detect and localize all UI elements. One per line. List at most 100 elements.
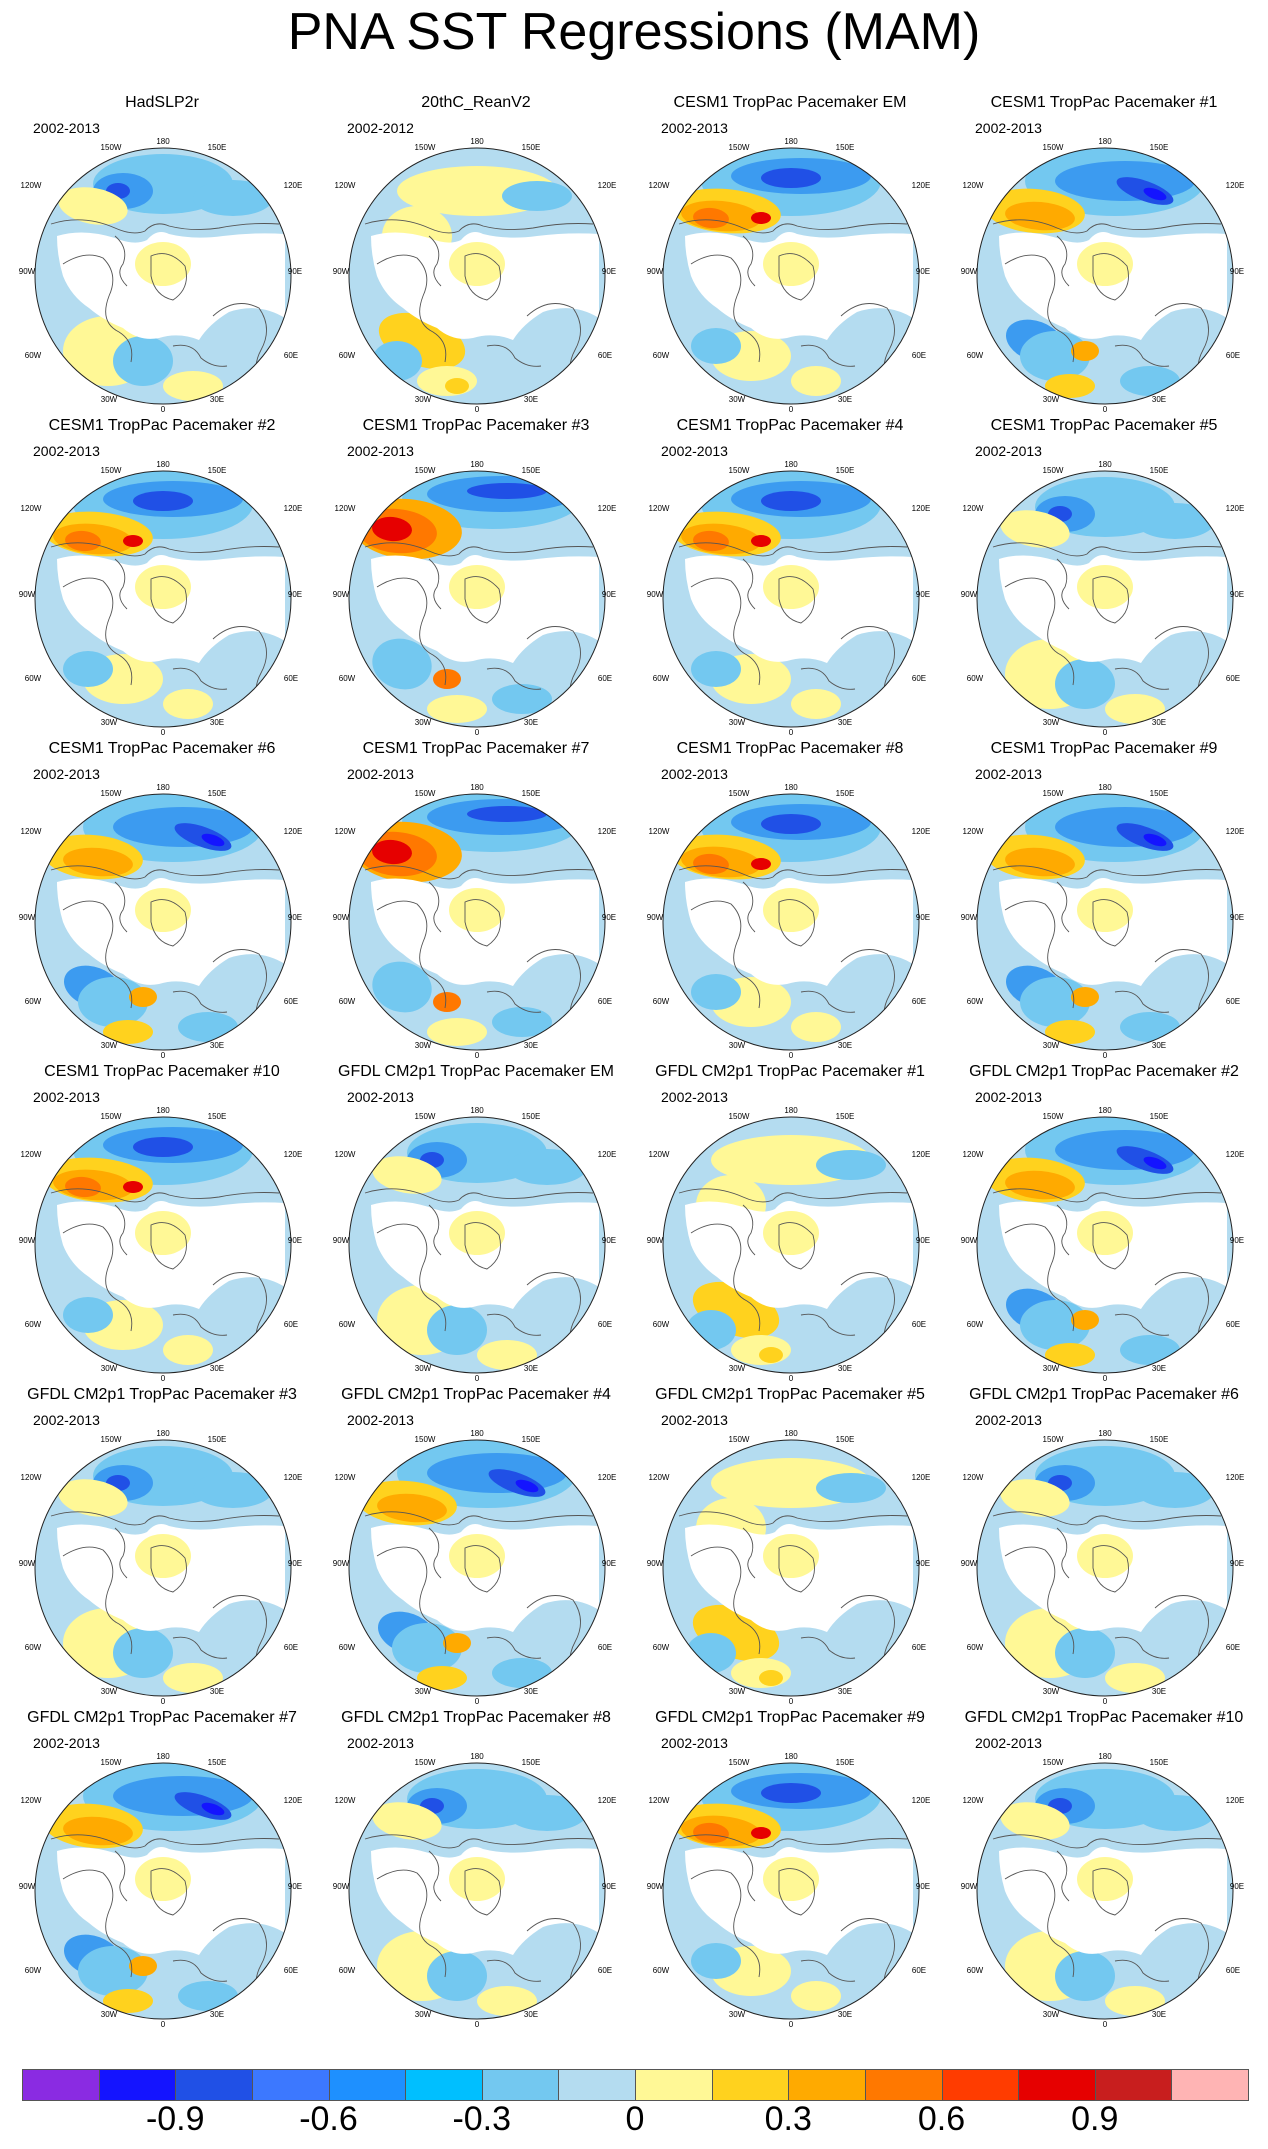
- panel-title: 20thC_ReanV2: [421, 94, 531, 111]
- longitude-label: 30W: [415, 1364, 432, 1373]
- longitude-label: 120E: [912, 1473, 931, 1482]
- map-border: [662, 1116, 920, 1374]
- map-border: [348, 470, 606, 728]
- coastline: [742, 1527, 756, 1579]
- coastline: [778, 1545, 815, 1593]
- anomaly-region: [693, 530, 729, 552]
- coastline: [678, 1511, 908, 1526]
- longitude-label: 0: [1103, 1374, 1108, 1383]
- longitude-label: 180: [156, 783, 170, 792]
- longitude-label: 150E: [208, 1758, 227, 1767]
- longitude-label: 0: [161, 405, 166, 414]
- longitude-label: 60W: [653, 997, 670, 1006]
- polar-map: 180 150W 150E 120W 120E 90W 90E 60W 60E 30W 30E 0: [333, 1752, 617, 2029]
- coastline: [50, 1834, 280, 1849]
- longitude-label: 0: [161, 1697, 166, 1706]
- longitude-label: 180: [784, 1106, 798, 1115]
- map-panel: GFDL CM2p1 TropPac Pacemaker #5 2002-2013…: [633, 1386, 947, 1706]
- colorbar-tick-label: 0: [625, 2100, 645, 2138]
- map-border: [34, 1439, 292, 1697]
- colorbar-tick-label: 0.9: [1071, 2100, 1119, 2138]
- longitude-label: 180: [470, 1429, 484, 1438]
- longitude-label: 150E: [836, 143, 855, 152]
- longitude-label: 30W: [729, 2010, 746, 2019]
- longitude-label: 150E: [1150, 1758, 1169, 1767]
- coastline: [992, 1188, 1222, 1203]
- coastline: [428, 558, 442, 610]
- longitude-label: 150E: [522, 789, 541, 798]
- anomaly-region: [163, 371, 223, 401]
- coastline: [742, 881, 756, 933]
- anomaly-region: [492, 684, 552, 714]
- coastline: [800, 1313, 856, 1336]
- coastline: [62, 254, 133, 363]
- anomaly-region: [123, 535, 143, 547]
- anomaly-region: [129, 987, 157, 1007]
- coastline: [992, 865, 1222, 880]
- coastline: [376, 1223, 447, 1332]
- map-border: [34, 1762, 292, 2020]
- longitude-label: 60E: [912, 1966, 926, 1975]
- longitude-label: 90E: [1230, 590, 1244, 599]
- anomaly-region: [751, 212, 771, 224]
- map-panel: CESM1 TropPac Pacemaker #9 2002-2013 180 15…: [947, 740, 1261, 1060]
- anomaly-region: [691, 974, 741, 1010]
- longitude-label: 90W: [333, 1882, 350, 1891]
- arctic-ocean: [449, 1857, 505, 1901]
- longitude-label: 90E: [288, 913, 302, 922]
- coastline: [486, 1313, 542, 1336]
- anomaly-region: [1135, 1472, 1215, 1508]
- longitude-label: 90E: [602, 1882, 616, 1891]
- coastline: [742, 1850, 756, 1902]
- map-panel: CESM1 TropPac Pacemaker #3 2002-2013 180 15…: [319, 417, 633, 737]
- anomaly-region: [133, 1137, 193, 1157]
- anomaly-region: [65, 1176, 101, 1198]
- coastline: [1092, 899, 1129, 947]
- anomaly-region: [427, 1951, 487, 2001]
- coastline: [1004, 577, 1075, 686]
- map-panel: CESM1 TropPac Pacemaker #8 2002-2013 180 15…: [633, 740, 947, 1060]
- coastline: [62, 1223, 133, 1332]
- arctic-ocean: [449, 565, 505, 609]
- longitude-label: 30W: [415, 1687, 432, 1696]
- coastline: [464, 576, 501, 624]
- coastline: [800, 344, 856, 367]
- longitude-label: 90E: [916, 1559, 930, 1568]
- coastline: [150, 1868, 187, 1916]
- panel-period: 2002-2013: [661, 120, 728, 136]
- arctic-ocean: [1077, 888, 1133, 932]
- map-border: [976, 1116, 1234, 1374]
- longitude-label: 30W: [729, 1041, 746, 1050]
- longitude-label: 30W: [415, 1041, 432, 1050]
- longitude-label: 0: [789, 1374, 794, 1383]
- anomaly-region: [791, 366, 841, 396]
- longitude-label: 150W: [415, 789, 436, 798]
- anomaly-region: [372, 341, 422, 381]
- anomaly-region: [63, 847, 133, 877]
- longitude-label: 60E: [598, 674, 612, 683]
- polar-map: 180 150W 150E 120W 120E 90W 90E 60W 60E 30W 30E 0: [647, 1429, 931, 1706]
- longitude-label: 0: [789, 1697, 794, 1706]
- arctic-ocean: [1077, 1534, 1133, 1578]
- longitude-label: 150E: [522, 466, 541, 475]
- longitude-label: 90W: [647, 913, 664, 922]
- anomaly-region: [751, 535, 771, 547]
- anomaly-region: [372, 638, 432, 690]
- longitude-label: 30E: [210, 1364, 224, 1373]
- map-panel: 20thC_ReanV2 2002-2012 180 150W 150E 120W 120E…: [319, 94, 633, 414]
- longitude-label: 180: [1098, 783, 1112, 792]
- longitude-label: 60E: [284, 1320, 298, 1329]
- anomaly-region: [1120, 1012, 1180, 1042]
- longitude-label: 30E: [838, 2010, 852, 2019]
- anomaly-region: [759, 1347, 783, 1363]
- anomaly-region: [63, 1816, 133, 1846]
- longitude-label: 30W: [415, 718, 432, 727]
- anomaly-region: [477, 1986, 537, 2016]
- coastline: [428, 1527, 442, 1579]
- anomaly-region: [691, 328, 741, 364]
- longitude-label: 60E: [598, 1320, 612, 1329]
- arctic-ocean: [449, 888, 505, 932]
- anomaly-region: [502, 181, 572, 211]
- longitude-label: 0: [1103, 1051, 1108, 1060]
- coastline: [172, 990, 228, 1013]
